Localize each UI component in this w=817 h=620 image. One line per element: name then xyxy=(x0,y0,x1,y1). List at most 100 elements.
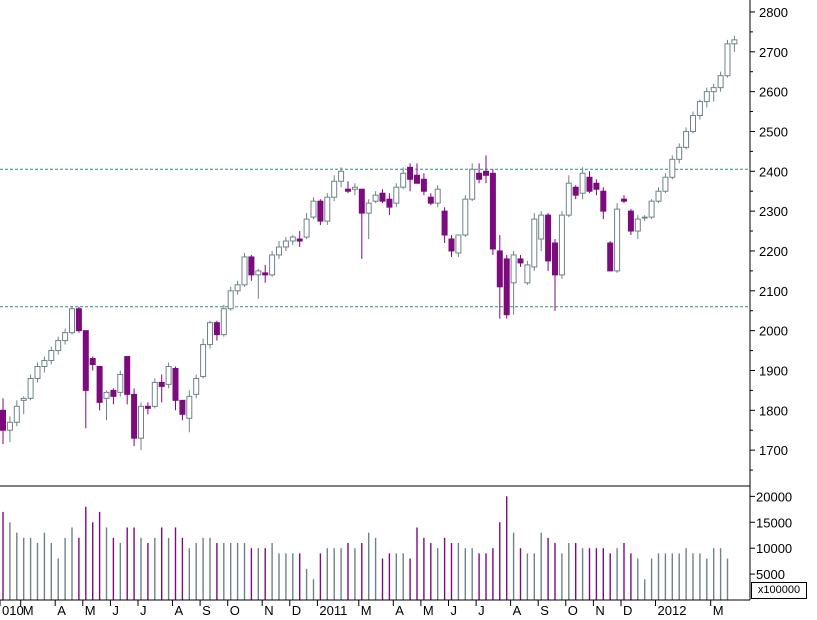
candle-67 xyxy=(462,195,469,238)
candle-80 xyxy=(552,239,558,311)
time-tick-label: A xyxy=(57,603,66,618)
reference-lines xyxy=(0,168,748,308)
time-tick-label: M xyxy=(23,603,34,618)
candle-68 xyxy=(469,163,476,202)
candle-42 xyxy=(289,235,296,245)
price-tick-label: 2600 xyxy=(759,85,788,100)
candle-92 xyxy=(634,215,641,240)
candle-89 xyxy=(614,203,621,273)
price-tick-label: 1800 xyxy=(759,403,788,418)
candle-73 xyxy=(503,254,510,319)
candle-18 xyxy=(124,356,131,405)
candle-48 xyxy=(331,175,338,202)
candle-13 xyxy=(89,356,96,371)
time-tick-label: A xyxy=(175,603,184,618)
candle-34 xyxy=(234,280,241,295)
time-tick-label: D xyxy=(623,603,632,618)
candlestick-series xyxy=(0,35,738,451)
candle-100 xyxy=(690,111,696,134)
candle-29 xyxy=(200,338,207,379)
candle-15 xyxy=(103,390,110,421)
volume-tick-label: 10000 xyxy=(756,541,792,556)
candle-74 xyxy=(510,250,517,315)
price-tick-label: 1700 xyxy=(759,443,788,458)
candle-37 xyxy=(255,268,262,299)
time-tick-label: J xyxy=(451,603,458,618)
time-tick-label: O xyxy=(568,603,578,618)
candle-17 xyxy=(117,370,124,397)
price-tick-label: 2800 xyxy=(759,5,788,20)
candle-71 xyxy=(489,169,496,255)
candle-70 xyxy=(483,155,489,184)
candle-10 xyxy=(69,306,75,335)
candle-84 xyxy=(579,167,586,200)
candle-21 xyxy=(144,402,151,415)
candle-94 xyxy=(648,199,655,220)
time-tick-label: M xyxy=(423,603,434,618)
candle-44 xyxy=(303,213,310,240)
candle-12 xyxy=(82,330,89,429)
volume-series xyxy=(2,496,729,600)
candle-14 xyxy=(96,365,103,411)
candle-24 xyxy=(165,362,172,389)
candle-36 xyxy=(248,254,255,281)
candle-65 xyxy=(448,235,455,257)
price-tick-label: 2700 xyxy=(759,45,788,60)
candle-81 xyxy=(558,211,565,279)
candle-0 xyxy=(0,398,6,445)
candle-53 xyxy=(365,199,372,240)
candle-3 xyxy=(20,396,27,415)
time-tick-label: N xyxy=(264,603,273,618)
candle-2 xyxy=(13,400,20,427)
time-tick-label: M xyxy=(85,603,96,618)
candle-69 xyxy=(476,163,483,184)
candle-58 xyxy=(400,167,407,190)
candle-32 xyxy=(220,304,227,337)
candle-41 xyxy=(282,237,289,251)
candle-77 xyxy=(531,213,538,271)
candle-91 xyxy=(627,209,634,236)
price-tick-label: 2100 xyxy=(759,284,788,299)
time-tick-label: A xyxy=(513,603,522,618)
candle-52 xyxy=(358,188,365,259)
candle-78 xyxy=(538,211,545,251)
candle-8 xyxy=(55,336,62,355)
volume-tick-label: 5000 xyxy=(756,567,785,582)
candle-75 xyxy=(517,254,524,267)
candle-64 xyxy=(441,207,448,243)
candle-66 xyxy=(455,234,462,257)
candle-39 xyxy=(269,250,276,277)
candle-6 xyxy=(41,356,48,373)
candle-19 xyxy=(131,388,138,447)
candle-1 xyxy=(6,416,13,443)
price-tick-label: 2400 xyxy=(759,164,788,179)
candle-26 xyxy=(179,399,186,421)
candle-99 xyxy=(683,127,690,150)
candle-83 xyxy=(572,185,579,200)
time-tick-label: S xyxy=(202,603,211,618)
volume-axis: 5000 10000 15000 20000 xyxy=(750,489,792,582)
candle-55 xyxy=(379,189,386,204)
candle-20 xyxy=(138,402,144,451)
candle-90 xyxy=(621,195,627,204)
time-tick-label: O xyxy=(230,603,240,618)
time-tick-label: 2011 xyxy=(319,603,347,618)
candle-27 xyxy=(186,390,193,433)
time-tick-label: D xyxy=(292,603,301,618)
candle-5 xyxy=(34,362,41,383)
candle-49 xyxy=(338,167,345,188)
time-tick-label: 2012 xyxy=(658,603,687,618)
candle-9 xyxy=(62,328,69,345)
time-tick-label: 010 xyxy=(2,603,24,618)
price-tick-label: 2000 xyxy=(759,324,788,339)
candle-22 xyxy=(151,378,158,409)
candle-86 xyxy=(593,179,600,196)
candle-76 xyxy=(524,260,531,285)
candle-98 xyxy=(676,143,683,164)
candle-105 xyxy=(724,39,731,78)
candle-11 xyxy=(75,306,82,333)
candle-40 xyxy=(276,241,282,259)
candle-23 xyxy=(158,374,165,403)
candle-102 xyxy=(703,87,710,108)
